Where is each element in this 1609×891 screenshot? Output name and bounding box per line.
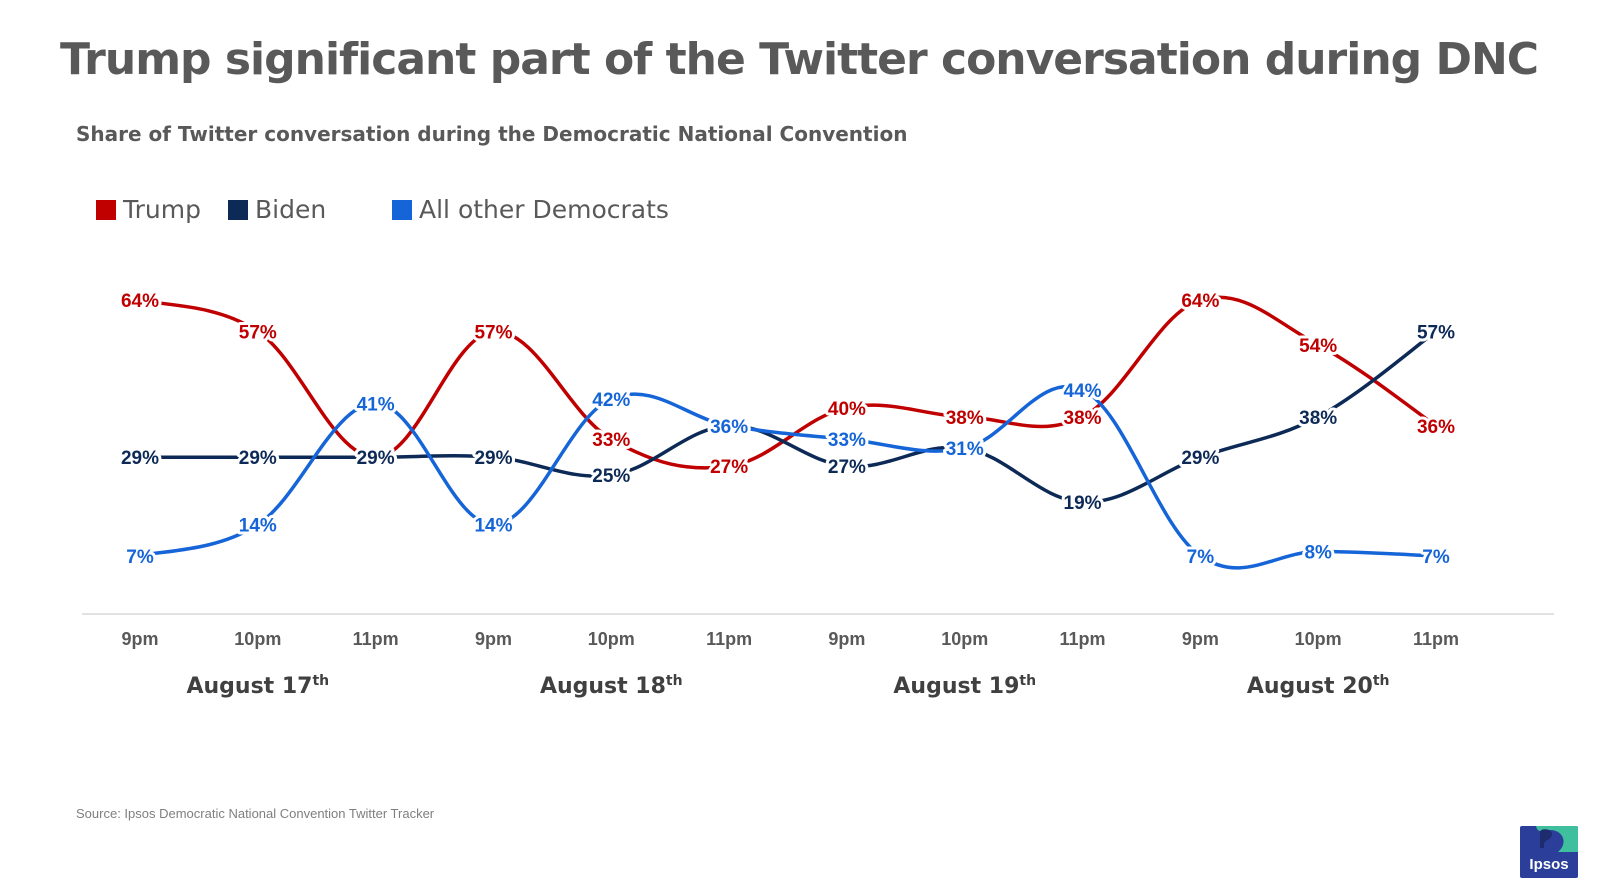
data-label-biden: 29%	[357, 448, 395, 469]
series-line-all-other-democrats	[138, 384, 1438, 570]
data-label-all-other-democrats: 33%	[828, 430, 866, 451]
legend-swatch	[96, 200, 116, 220]
x-tick-labels: 9pm 10pm 11pm 9pm 10pm 11pm 9pm 10pm 11pm 9pm 10pm…	[121, 629, 1459, 649]
data-label-biden: 29%	[239, 448, 277, 469]
x-tick-label: 10pm	[234, 629, 281, 649]
data-label-trump: 54%	[1299, 336, 1337, 357]
legend-item-all-other-democrats: All other Democrats	[392, 195, 669, 224]
date-group-label: August 17th	[186, 673, 329, 699]
x-tick-label: 9pm	[121, 629, 158, 649]
series-line-biden	[138, 329, 1438, 504]
data-label-trump: 36%	[1417, 417, 1455, 438]
data-label-trump: 40%	[828, 399, 866, 420]
data-label-trump: 38%	[946, 408, 984, 429]
logo-mark-icon	[1536, 826, 1578, 852]
date-group-label: August 20th	[1247, 673, 1390, 699]
x-tick-label: 11pm	[1060, 629, 1106, 649]
chart-subtitle: Share of Twitter conversation during the…	[76, 122, 908, 146]
data-label-biden: 31%	[946, 439, 984, 460]
legend-item-biden: Biden	[228, 195, 326, 224]
data-label-biden: 27%	[828, 457, 866, 478]
data-label-all-other-democrats: 36%	[710, 417, 748, 438]
page-title: Trump significant part of the Twitter co…	[60, 34, 1539, 85]
legend-label: Trump	[122, 195, 201, 224]
x-tick-label: 10pm	[941, 629, 988, 649]
data-label-all-other-democrats: 44%	[1064, 381, 1102, 402]
legend: Trump Biden All other Democrats	[96, 195, 669, 224]
series-layer	[138, 295, 1438, 570]
x-tick-label: 9pm	[1182, 629, 1219, 649]
legend-swatch	[392, 200, 412, 220]
ipsos-logo: Ipsos	[1520, 826, 1578, 878]
data-label-biden: 36%	[710, 417, 748, 438]
data-label-trump: 33%	[592, 430, 630, 451]
data-label-all-other-democrats: 7%	[1187, 547, 1215, 568]
data-label-all-other-democrats: 41%	[357, 394, 395, 415]
logo-text: Ipsos	[1529, 856, 1569, 873]
x-tick-label: 10pm	[1295, 629, 1342, 649]
data-label-biden: 19%	[1064, 493, 1102, 514]
source-note: Source: Ipsos Democratic National Conven…	[76, 806, 435, 821]
date-group-label: August 18th	[540, 673, 683, 699]
data-label-trump: 38%	[1064, 408, 1102, 429]
data-label-trump: 57%	[239, 322, 277, 343]
data-label-all-other-democrats: 31%	[946, 439, 984, 460]
series-line-trump	[138, 295, 1438, 470]
data-label-biden: 25%	[592, 466, 630, 487]
data-label-trump: 27%	[710, 457, 748, 478]
x-tick-label: 9pm	[828, 629, 865, 649]
data-label-trump: 64%	[121, 291, 159, 312]
data-label-all-other-democrats: 7%	[126, 547, 154, 568]
data-label-all-other-democrats: 7%	[1422, 547, 1450, 568]
data-label-all-other-democrats: 14%	[239, 516, 277, 537]
data-label-all-other-democrats: 42%	[592, 390, 630, 411]
data-label-all-other-democrats: 8%	[1304, 543, 1332, 564]
legend-swatch	[228, 200, 248, 220]
data-label-biden: 57%	[1417, 322, 1455, 343]
data-label-trump: 57%	[474, 322, 512, 343]
data-label-biden: 29%	[474, 448, 512, 469]
data-label-biden: 38%	[1299, 408, 1337, 429]
x-tick-label: 11pm	[353, 629, 399, 649]
legend-item-trump: Trump	[96, 195, 201, 224]
x-tick-label: 11pm	[706, 629, 752, 649]
legend-label: Biden	[255, 195, 326, 224]
data-label-biden: 29%	[121, 448, 159, 469]
data-label-trump: 64%	[1181, 291, 1219, 312]
x-tick-label: 9pm	[475, 629, 512, 649]
x-tick-label: 10pm	[588, 629, 635, 649]
date-group-labels: August 17th August 18th August 19th August …	[186, 673, 1389, 699]
data-label-all-other-democrats: 14%	[474, 516, 512, 537]
legend-label: All other Democrats	[419, 195, 669, 224]
data-label-biden: 29%	[1181, 448, 1219, 469]
date-group-label: August 19th	[893, 673, 1036, 699]
data-labels: 64% 57% 29% 57% 33% 27% 40% 38% 38% 64% 54% 36% 29% 2…	[118, 288, 1458, 571]
data-label-trump: 29%	[357, 448, 395, 469]
x-tick-label: 11pm	[1413, 629, 1459, 649]
